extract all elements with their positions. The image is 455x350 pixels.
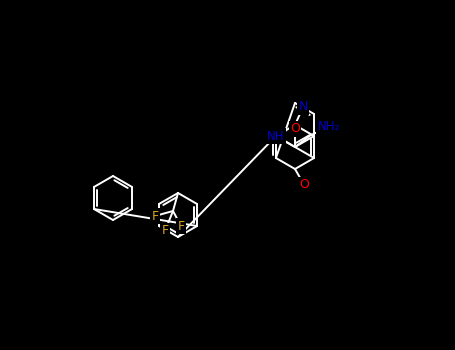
Text: NH₂: NH₂: [318, 120, 340, 133]
Text: F: F: [177, 219, 185, 232]
Text: F: F: [152, 210, 158, 223]
Text: NH: NH: [267, 130, 285, 142]
Text: F: F: [162, 224, 168, 238]
Text: O: O: [290, 122, 300, 135]
Text: N: N: [298, 100, 308, 113]
Text: O: O: [299, 178, 309, 191]
